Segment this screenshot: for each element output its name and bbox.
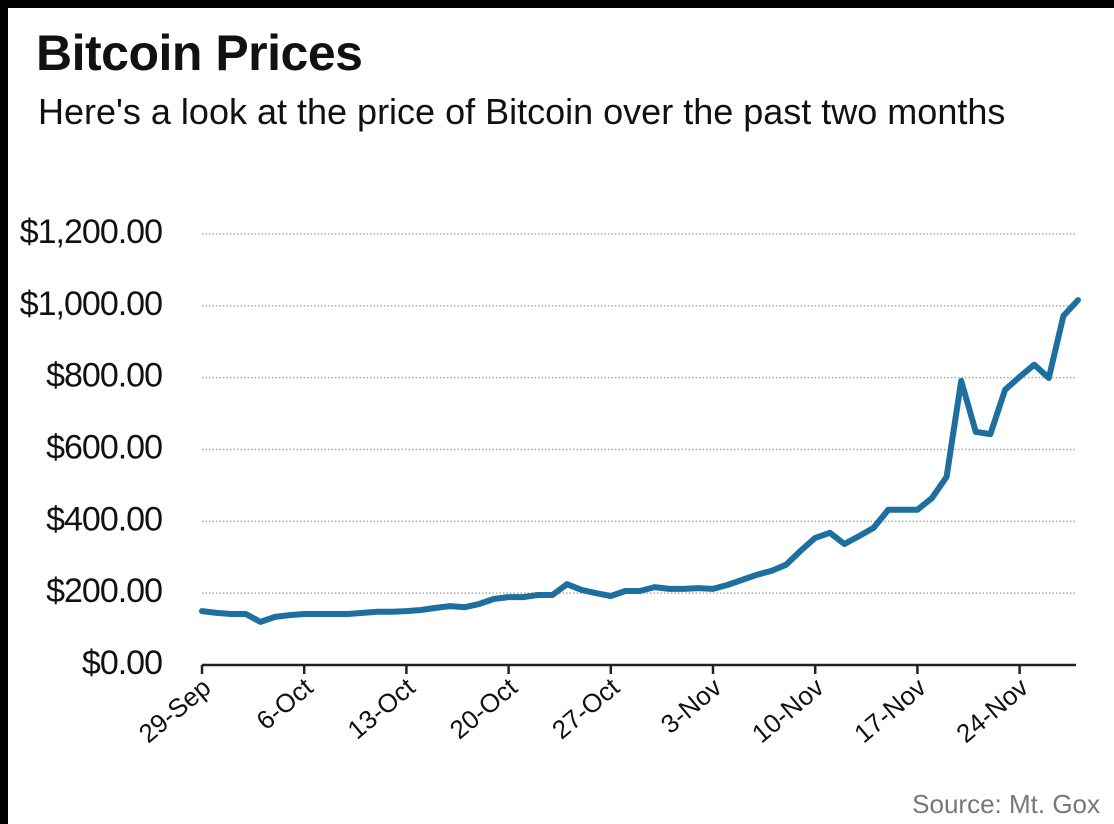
chart-subtitle: Here's a look at the price of Bitcoin ov… xyxy=(38,91,1006,132)
y-tick-label: $400.00 xyxy=(46,500,162,538)
y-tick-label: $1,000.00 xyxy=(20,285,162,323)
x-tick-label: 13-Oct xyxy=(342,671,422,745)
y-tick-label: $600.00 xyxy=(46,428,162,466)
y-tick-label: $800.00 xyxy=(46,357,162,395)
x-tick-label: 17-Nov xyxy=(848,672,931,749)
panel xyxy=(8,8,1114,824)
y-tick-label: $200.00 xyxy=(46,572,162,610)
x-tick-label: 20-Oct xyxy=(444,671,524,745)
y-tick-label: $0.00 xyxy=(82,644,162,682)
price-line xyxy=(199,297,1081,625)
x-tick-label: 27-Oct xyxy=(546,671,626,745)
source-note: Source: Mt. Gox xyxy=(912,789,1100,819)
x-tick-label: 6-Oct xyxy=(250,671,319,735)
x-tick-label: 3-Nov xyxy=(655,672,727,740)
y-tick-label: $1,200.00 xyxy=(20,213,162,251)
chart-title: Bitcoin Prices xyxy=(36,25,363,81)
x-tick-label: 24-Nov xyxy=(950,672,1033,749)
x-tick-label: 29-Sep xyxy=(133,672,217,749)
x-tick-label: 10-Nov xyxy=(746,672,829,749)
